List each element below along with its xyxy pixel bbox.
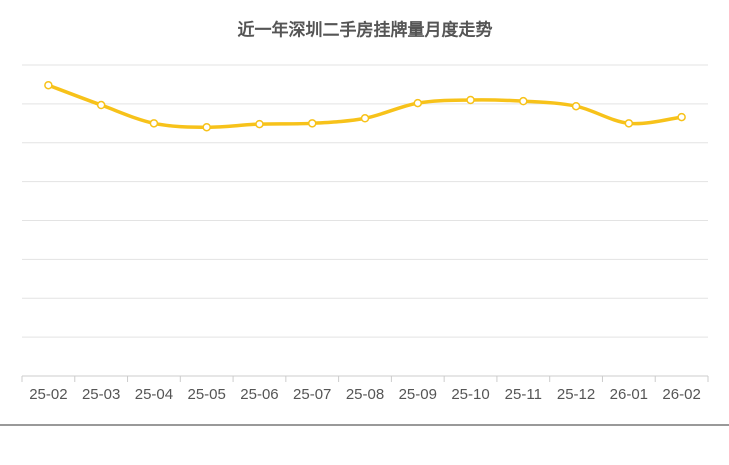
x-tick-label: 25-12	[557, 386, 595, 403]
point	[624, 119, 634, 128]
x-tick-label: 25-08	[346, 386, 384, 403]
x-tick-label: 25-03	[82, 386, 120, 403]
point	[519, 96, 528, 106]
point	[360, 114, 370, 123]
x-tick-label: 26-01	[610, 386, 648, 403]
point	[677, 112, 686, 122]
x-tick-label: 25-11	[505, 386, 542, 403]
point	[413, 98, 423, 108]
x-tick-label: 25-06	[240, 386, 278, 403]
x-tick-label: 25-04	[135, 386, 173, 403]
point	[96, 100, 106, 110]
point	[149, 119, 159, 128]
x-tick-label: 25-02	[29, 386, 67, 403]
point	[571, 101, 581, 111]
point	[466, 95, 475, 105]
point	[202, 122, 211, 132]
point	[255, 119, 264, 129]
point	[44, 80, 53, 90]
point	[307, 119, 317, 128]
x-tick-label: 25-05	[188, 386, 226, 403]
x-tick-label: 25-10	[451, 386, 489, 403]
x-tick-label: 25-09	[399, 386, 437, 403]
x-tick-label: 25-07	[293, 386, 331, 403]
x-tick-label: 26-02	[662, 386, 700, 403]
chart-title: 近一年深圳二手房挂牌量月度走势	[238, 19, 493, 39]
